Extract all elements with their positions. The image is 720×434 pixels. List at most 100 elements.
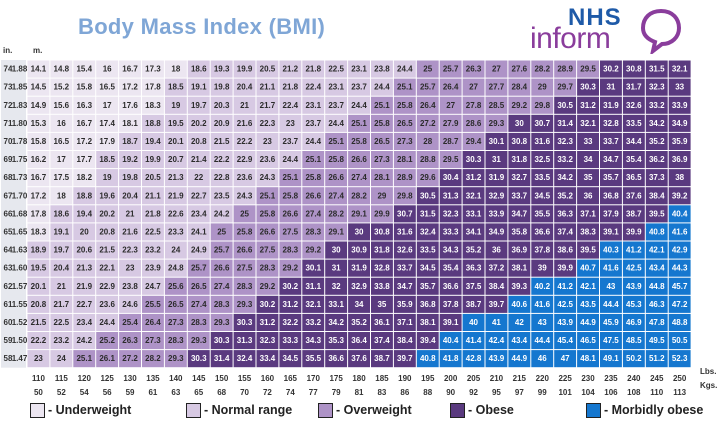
bmi-cell [668,332,691,350]
bmi-cell-value: 35.3 [328,336,344,345]
height-m-label: 1.75 [12,155,28,164]
height-m-label: 1.52 [12,318,28,327]
bmi-cell [371,350,393,368]
bmi-cell-value: 28.4 [512,83,528,92]
bmi-cell-value: 34.7 [603,155,619,164]
bmi-cell [439,96,462,114]
bmi-cell [187,277,210,295]
weight-lbs-label: 200 [444,374,458,383]
bmi-cell-value: 21.2 [283,65,299,74]
bmi-cell [645,151,668,169]
bmi-cell-value: 37.1 [580,209,596,218]
bmi-cell [302,313,325,331]
bmi-cell-value: 23.8 [122,282,138,291]
bmi-cell-value: 23.4 [191,209,207,218]
bmi-cell-value: 36.2 [649,155,665,164]
bmi-cell-value: 31.9 [603,101,619,110]
bmi-cell-value: 29.5 [443,155,459,164]
bmi-cell-value: 22.2 [214,155,230,164]
weight-lbs-label: 225 [558,374,572,383]
bmi-cell [600,78,622,96]
bmi-cell-value: 16.3 [76,101,92,110]
bmi-cell [462,332,485,350]
bmi-cell-value: 40.8 [420,354,436,363]
bmi-cell [554,313,577,331]
bmi-cell [393,223,416,241]
bmi-cell-value: 36.6 [534,227,550,236]
bmi-cell [96,205,119,223]
height-m-label: 1.73 [12,173,28,182]
bmi-cell-value: 22.4 [305,83,321,92]
bmi-cell-value: 50.2 [626,354,642,363]
weight-lbs-label: 240 [627,374,641,383]
bmi-cell-value: 20.7 [168,155,184,164]
bmi-cell [439,259,462,277]
bmi-chart: 74 1.88 14.1 14.8 15.4 16 16.7 17.3 18 18.6 19.3 19… [1,60,691,397]
bmi-cell [348,259,370,277]
bmi-cell-value: 33.1 [328,300,344,309]
bmi-cell-value: 32.8 [603,119,619,128]
bmi-cell [371,151,393,169]
bmi-cell-value: 26.5 [397,119,413,128]
bmi-cell [462,295,485,313]
bmi-cell [622,151,645,169]
bmi-cell [531,187,554,205]
bmi-cell-value: 22.6 [168,209,184,218]
bmi-cell-value: 22.9 [99,282,115,291]
bmi-cell-value: 24.6 [122,300,138,309]
bmi-cell-value: 34.7 [512,209,528,218]
bmi-cell-value: 32.1 [672,65,688,74]
bmi-cell [119,295,141,313]
bmi-cell-value: 39.9 [557,264,573,273]
height-in-label: 72 [4,101,13,110]
bmi-cell-value: 35.2 [557,191,573,200]
bmi-cell [119,350,141,368]
legend-swatch-underweight [30,402,45,418]
weight-kgs-label: 101 [558,388,572,397]
height-in-label: 65 [4,227,13,236]
bmi-cell [50,114,73,132]
bmi-cell [210,96,233,114]
weight-kgs-label: 72 [263,388,272,397]
bmi-cell-value: 32.1 [466,191,482,200]
bmi-cell [302,132,325,150]
weight-lbs-label: 150 [215,374,229,383]
bmi-cell-value: 35.5 [305,354,321,363]
bmi-cell-value: 28.3 [305,227,321,236]
bmi-cell [279,350,302,368]
bmi-cell [668,114,691,132]
bmi-cell-value: 43 [538,318,547,327]
bmi-cell [577,223,599,241]
bmi-cell [462,96,485,114]
bmi-cell [187,313,210,331]
weight-kgs-label: 113 [673,388,686,397]
bmi-cell-value: 21.7 [54,300,70,309]
bmi-cell-value: 29.3 [191,336,207,345]
bmi-cell [325,169,348,187]
bmi-cell-value: 34.1 [466,227,482,236]
bmi-cell [416,187,439,205]
bmi-cell-value: 35.4 [443,264,459,273]
weight-lbs-unit: Lbs. [700,367,717,376]
bmi-cell-value: 20.4 [122,191,138,200]
bmi-cell-value: 33.2 [557,155,573,164]
bmi-cell-value: 27.3 [397,137,413,146]
bmi-cell [439,295,462,313]
bmi-cell [50,187,73,205]
bmi-cell [462,241,485,259]
bmi-cell-value: 44.3 [672,264,688,273]
bmi-cell-value: 33.3 [443,227,459,236]
bmi-cell-value: 18.7 [122,137,138,146]
bmi-cell [668,96,691,114]
bmi-cell [668,78,691,96]
bmi-cell-value: 22 [194,173,203,182]
bmi-cell-value: 20.6 [76,246,92,255]
bmi-cell-value: 27.2 [420,119,436,128]
bmi-cell-value: 32.2 [283,318,299,327]
bmi-cell-value: 44.4 [603,300,619,309]
bmi-cell [142,169,164,187]
bmi-cell-value: 20.2 [99,209,115,218]
height-in-label: 58 [4,354,13,363]
bmi-cell-value: 37.4 [557,227,573,236]
bmi-cell [645,78,668,96]
